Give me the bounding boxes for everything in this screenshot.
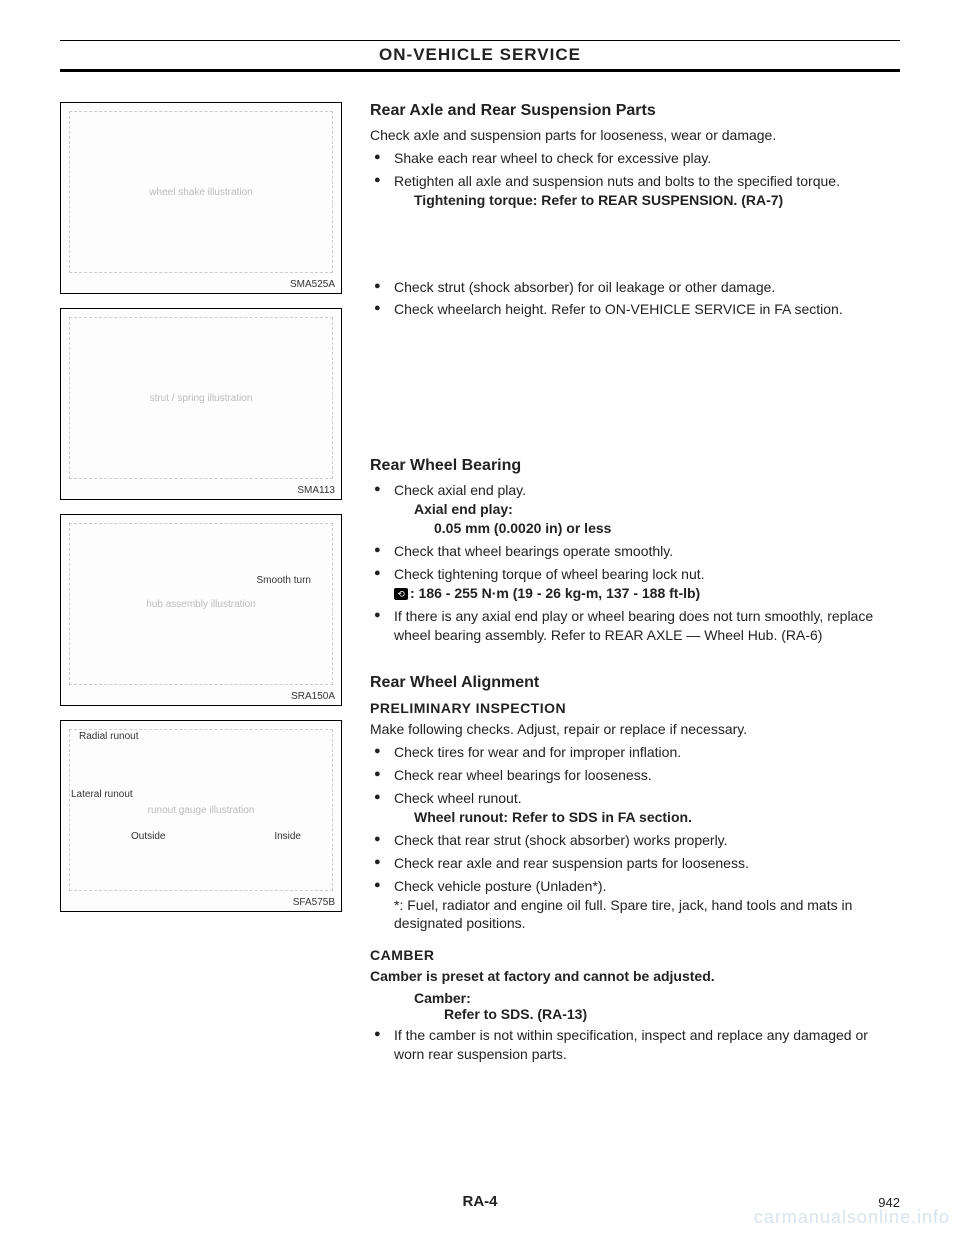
camber-ref: Refer to SDS. (RA-13) xyxy=(370,1006,900,1022)
axial-label: Axial end play: xyxy=(394,501,513,517)
list-rear-axle-1: Shake each rear wheel to check for exces… xyxy=(370,149,900,210)
figure-placeholder: wheel shake illustration xyxy=(69,111,333,273)
list-item-text: Retighten all axle and suspension nuts a… xyxy=(394,173,840,189)
subheading-camber: CAMBER xyxy=(370,947,900,963)
list-item: Shake each rear wheel to check for exces… xyxy=(370,149,900,168)
text-column: Rear Axle and Rear Suspension Parts Chec… xyxy=(370,102,900,1072)
camber-label: Camber: xyxy=(370,990,900,1006)
rule-bottom xyxy=(60,69,900,72)
figure-label: SMA113 xyxy=(297,485,335,496)
list-item: Check wheel runout. Wheel runout: Refer … xyxy=(370,789,900,827)
camber-note: Camber is preset at factory and cannot b… xyxy=(370,967,900,986)
list-item: If there is any axial end play or wheel … xyxy=(370,607,900,645)
figure-placeholder: strut / spring illustration xyxy=(69,317,333,479)
runout-note: Wheel runout: Refer to SDS in FA section… xyxy=(394,809,692,825)
list-camber: If the camber is not within specificatio… xyxy=(370,1026,900,1064)
spacer xyxy=(370,218,900,278)
page: ON-VEHICLE SERVICE wheel shake illustrat… xyxy=(0,0,960,1230)
list-item: Check tightening torque of wheel bearing… xyxy=(370,565,900,603)
list-item: Check that rear strut (shock absorber) w… xyxy=(370,831,900,850)
figure-wheel-shake: wheel shake illustration SMA525A xyxy=(60,102,342,294)
list-rear-bearing: Check axial end play. Axial end play: 0.… xyxy=(370,481,900,644)
figure-label: SRA150A xyxy=(291,691,335,702)
list-item: Check tires for wear and for improper in… xyxy=(370,743,900,762)
figure-placeholder: hub assembly illustration xyxy=(69,523,333,685)
list-item: Check axial end play. Axial end play: 0.… xyxy=(370,481,900,538)
figure-hub: hub assembly illustration Smooth turn SR… xyxy=(60,514,342,706)
list-prelim: Check tires for wear and for improper in… xyxy=(370,743,900,933)
figure-runout: runout gauge illustration Radial runout … xyxy=(60,720,342,912)
list-item: Retighten all axle and suspension nuts a… xyxy=(370,172,900,210)
rule-top xyxy=(60,40,900,41)
list-item: Check wheelarch height. Refer to ON-VEHI… xyxy=(370,300,900,319)
torque-spec: : 186 - 255 N·m (19 - 26 kg-m, 137 - 188… xyxy=(410,585,700,601)
torque-note: Tightening torque: Refer to REAR SUSPENS… xyxy=(394,191,900,210)
subheading-prelim: PRELIMINARY INSPECTION xyxy=(370,700,900,716)
figure-annotation-outside: Outside xyxy=(131,831,165,842)
list-item: Check rear wheel bearings for looseness. xyxy=(370,766,900,785)
content-columns: wheel shake illustration SMA525A strut /… xyxy=(60,102,900,1072)
prelim-intro: Make following checks. Adjust, repair or… xyxy=(370,720,900,739)
list-item: Check vehicle posture (Unladen*). *: Fue… xyxy=(370,877,900,934)
figures-column: wheel shake illustration SMA525A strut /… xyxy=(60,102,340,1072)
figure-annotation-lateral: Lateral runout xyxy=(71,789,133,800)
figure-annotation-inside: Inside xyxy=(274,831,301,842)
page-header: ON-VEHICLE SERVICE xyxy=(60,45,900,65)
list-item: Check that wheel bearings operate smooth… xyxy=(370,542,900,561)
list-item-text: Check axial end play. xyxy=(394,482,526,498)
spacer xyxy=(370,652,900,674)
heading-rear-axle: Rear Axle and Rear Suspension Parts xyxy=(370,102,900,120)
figure-label: SMA525A xyxy=(290,279,335,290)
figure-placeholder: runout gauge illustration xyxy=(69,729,333,891)
list-item-text: Check vehicle posture (Unladen*). xyxy=(394,878,606,894)
list-item: Check rear axle and rear suspension part… xyxy=(370,854,900,873)
list-rear-axle-2: Check strut (shock absorber) for oil lea… xyxy=(370,278,900,320)
heading-rear-bearing: Rear Wheel Bearing xyxy=(370,457,900,475)
unladen-note: *: Fuel, radiator and engine oil full. S… xyxy=(394,896,900,934)
torque-line: ⟲: 186 - 255 N·m (19 - 26 kg-m, 137 - 18… xyxy=(394,585,700,601)
figure-label: SFA575B xyxy=(293,897,335,908)
list-item: Check strut (shock absorber) for oil lea… xyxy=(370,278,900,297)
figure-annotation-radial: Radial runout xyxy=(79,731,138,742)
watermark: carmanualsonline.info xyxy=(754,1207,950,1228)
axial-spec: 0.05 mm (0.0020 in) or less xyxy=(394,520,611,536)
list-item-text: Check tightening torque of wheel bearing… xyxy=(394,566,705,582)
spacer xyxy=(370,327,900,457)
figure-strut: strut / spring illustration SMA113 xyxy=(60,308,342,500)
list-item: If the camber is not within specificatio… xyxy=(370,1026,900,1064)
intro-rear-axle: Check axle and suspension parts for loos… xyxy=(370,126,900,145)
list-item-text: Check wheel runout. xyxy=(394,790,522,806)
heading-rear-alignment: Rear Wheel Alignment xyxy=(370,674,900,692)
torque-icon: ⟲ xyxy=(394,588,408,600)
figure-annotation-smooth: Smooth turn xyxy=(257,575,311,586)
